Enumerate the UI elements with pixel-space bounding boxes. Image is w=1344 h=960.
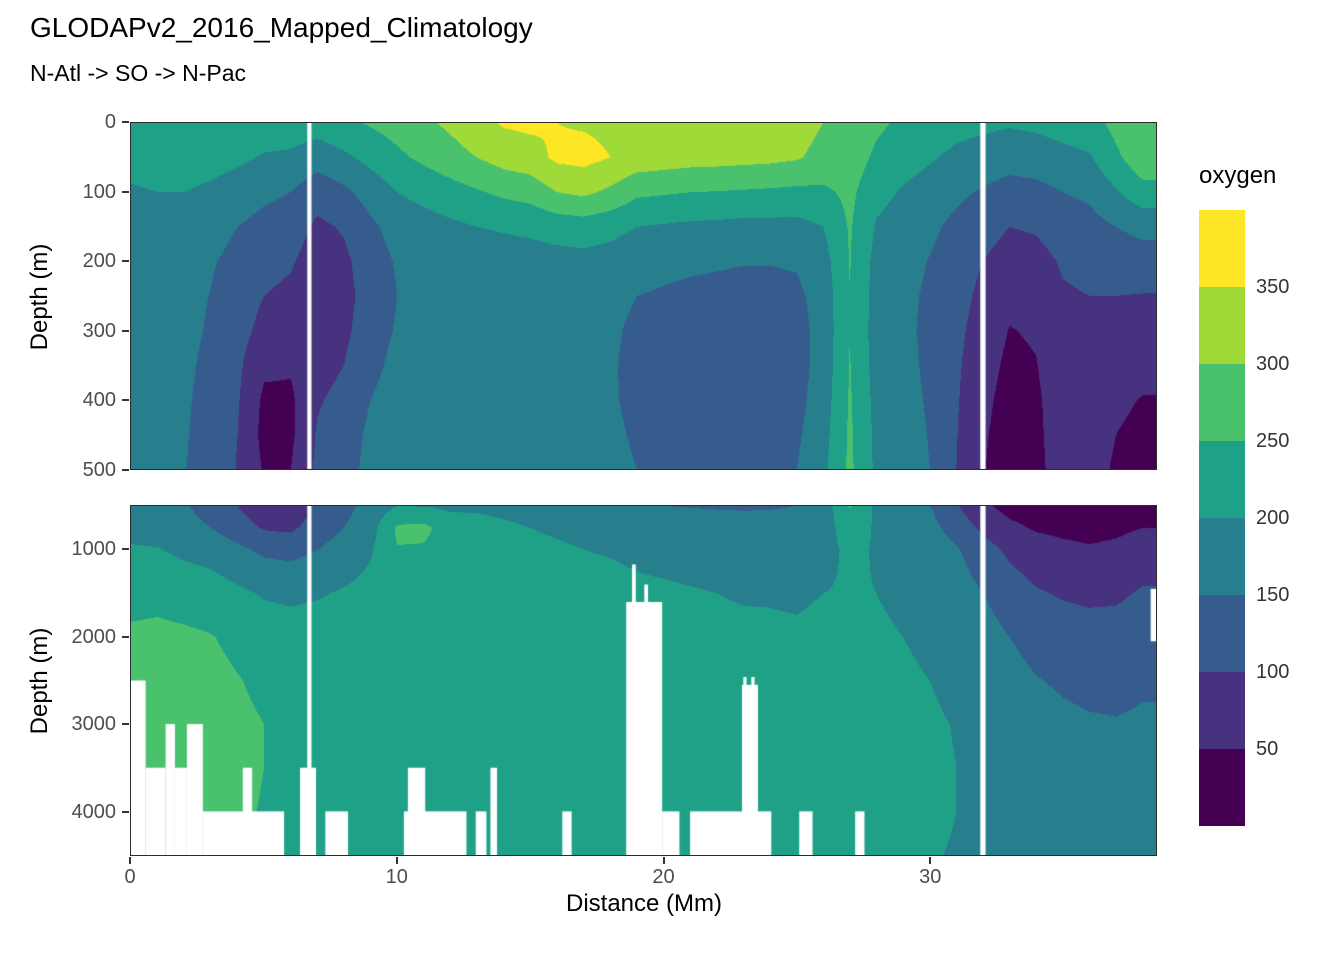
y-tick-label: 200 bbox=[82, 250, 116, 273]
legend-swatch bbox=[1199, 287, 1245, 364]
y-tick-mark bbox=[122, 190, 129, 193]
panel-lower bbox=[130, 505, 1157, 856]
y-tick-mark bbox=[122, 469, 129, 471]
y-axis-title-upper: Depth (m) bbox=[26, 243, 53, 351]
y-tick-mark bbox=[122, 399, 129, 402]
chart-subtitle: N-Atl -> SO -> N-Pac bbox=[30, 60, 246, 86]
legend-swatch bbox=[1199, 595, 1245, 672]
legend-swatch bbox=[1199, 441, 1245, 518]
contour-canvas-upper bbox=[131, 123, 1156, 469]
y-tick-mark bbox=[122, 547, 129, 550]
y-tick-mark bbox=[122, 260, 129, 263]
panel-upper bbox=[130, 122, 1157, 470]
legend-swatch bbox=[1199, 672, 1245, 749]
y-axis-title-lower: Depth (m) bbox=[26, 627, 53, 735]
x-tick-mark bbox=[129, 857, 131, 864]
legend-swatch bbox=[1199, 210, 1245, 287]
y-tick-mark bbox=[122, 329, 129, 332]
y-tick-label: 1000 bbox=[71, 537, 117, 560]
legend-colorbar bbox=[1199, 210, 1245, 826]
x-tick-mark bbox=[929, 857, 932, 864]
legend-tick-label: 100 bbox=[1256, 661, 1290, 683]
y-tick-label: 400 bbox=[82, 389, 116, 412]
legend-swatch bbox=[1199, 518, 1245, 595]
legend-swatch bbox=[1199, 364, 1245, 441]
legend-tick-label: 150 bbox=[1256, 584, 1290, 606]
y-tick-label: 100 bbox=[82, 180, 116, 203]
x-tick-mark bbox=[662, 857, 665, 864]
legend-tick-label: 350 bbox=[1256, 276, 1290, 298]
x-tick-label: 20 bbox=[652, 866, 675, 888]
y-tick-mark bbox=[122, 635, 129, 638]
y-tick-mark bbox=[122, 121, 129, 123]
legend-tick-label: 300 bbox=[1256, 353, 1290, 375]
y-tick-label: 300 bbox=[82, 319, 116, 342]
y-tick-label: 3000 bbox=[71, 713, 117, 736]
legend-tick-label: 50 bbox=[1256, 738, 1279, 760]
legend-tick-label: 200 bbox=[1256, 507, 1290, 529]
y-tick-mark bbox=[122, 811, 129, 814]
legend-swatch bbox=[1199, 749, 1245, 826]
y-tick-label: 4000 bbox=[71, 801, 117, 824]
y-tick-label: 2000 bbox=[71, 625, 117, 648]
y-tick-label: 500 bbox=[82, 459, 116, 481]
legend-title: oxygen bbox=[1199, 162, 1277, 189]
y-tick-label: 0 bbox=[104, 111, 116, 133]
x-tick-label: 10 bbox=[385, 866, 408, 888]
x-tick-label: 30 bbox=[919, 866, 942, 888]
chart-title: GLODAPv2_2016_Mapped_Climatology bbox=[30, 12, 533, 43]
x-tick-mark bbox=[395, 857, 398, 864]
contour-canvas-lower bbox=[131, 506, 1156, 855]
legend-tick-label: 250 bbox=[1256, 430, 1290, 452]
x-axis-title: Distance (Mm) bbox=[565, 890, 722, 917]
x-tick-label: 0 bbox=[124, 866, 136, 888]
y-tick-mark bbox=[122, 723, 129, 726]
